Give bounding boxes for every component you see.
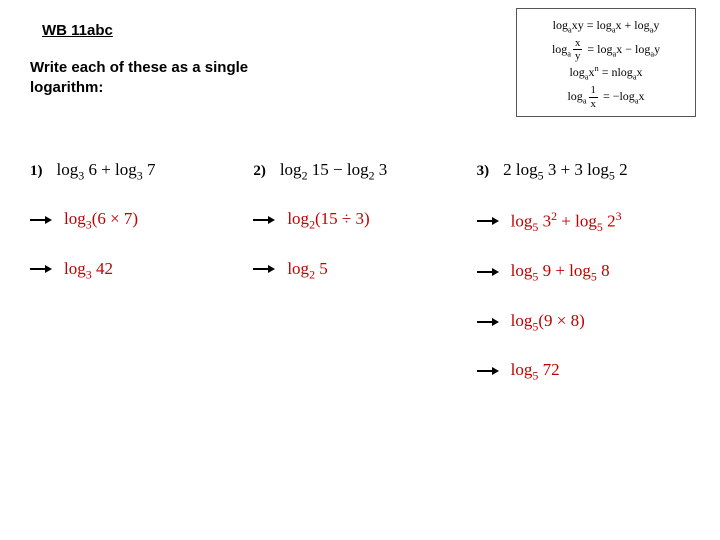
step-expression: log5 9 + log5 8: [511, 261, 610, 284]
solution-step: log3(6 × 7): [30, 209, 243, 232]
problems-row: 1) log3 6 + log3 7 log3(6 × 7) log3 42 2) log…: [30, 160, 690, 384]
step-expression: log5(9 × 8): [511, 311, 585, 334]
arrow-icon: [477, 216, 499, 228]
problem-header: 3) 2 log5 3 + 3 log5 2: [477, 160, 690, 183]
solution-step: log2 5: [253, 259, 466, 282]
arrow-icon: [30, 264, 52, 276]
solution-step: log5 72: [477, 360, 690, 383]
problem-number: 3): [477, 163, 490, 180]
step-expression: log2 5: [287, 259, 327, 282]
arrow-icon: [477, 267, 499, 279]
solution-step: log5(9 × 8): [477, 311, 690, 334]
problem-prompt: 2 log5 3 + 3 log5 2: [503, 160, 627, 183]
worksheet-title: WB 11abc: [42, 22, 113, 39]
step-expression: log5 32 + log5 23: [511, 209, 622, 235]
arrow-icon: [477, 366, 499, 378]
instruction-text: Write each of these as a single logarith…: [30, 58, 320, 99]
rule-4: loga1x = −logax: [525, 85, 687, 110]
step-expression: log3(6 × 7): [64, 209, 138, 232]
arrow-icon: [30, 215, 52, 227]
problem-prompt: log2 15 − log2 3: [280, 160, 387, 183]
problem-column-2: 2) log2 15 − log2 3 log2(15 ÷ 3) log2 5: [253, 160, 466, 384]
rule-3: logaxn = nlogax: [525, 62, 687, 85]
solution-step: log5 32 + log5 23: [477, 209, 690, 235]
problem-column-3: 3) 2 log5 3 + 3 log5 2 log5 32 + log5 23 lo…: [477, 160, 690, 384]
problem-number: 1): [30, 163, 43, 180]
solution-step: log3 42: [30, 259, 243, 282]
rule-2: logaxy = logax − logay: [525, 38, 687, 63]
solution-step: log5 9 + log5 8: [477, 261, 690, 284]
arrow-icon: [477, 317, 499, 329]
solution-step: log2(15 ÷ 3): [253, 209, 466, 232]
problem-header: 2) log2 15 − log2 3: [253, 160, 466, 183]
step-expression: log5 72: [511, 360, 560, 383]
arrow-icon: [253, 215, 275, 227]
rule-1: logaxy = logax + logay: [525, 15, 687, 38]
problem-prompt: log3 6 + log3 7: [57, 160, 156, 183]
problem-header: 1) log3 6 + log3 7: [30, 160, 243, 183]
problem-column-1: 1) log3 6 + log3 7 log3(6 × 7) log3 42: [30, 160, 243, 384]
log-rules-box: logaxy = logax + logay logaxy = logax − …: [516, 8, 696, 117]
step-expression: log2(15 ÷ 3): [287, 209, 369, 232]
step-expression: log3 42: [64, 259, 113, 282]
problem-number: 2): [253, 163, 266, 180]
arrow-icon: [253, 264, 275, 276]
